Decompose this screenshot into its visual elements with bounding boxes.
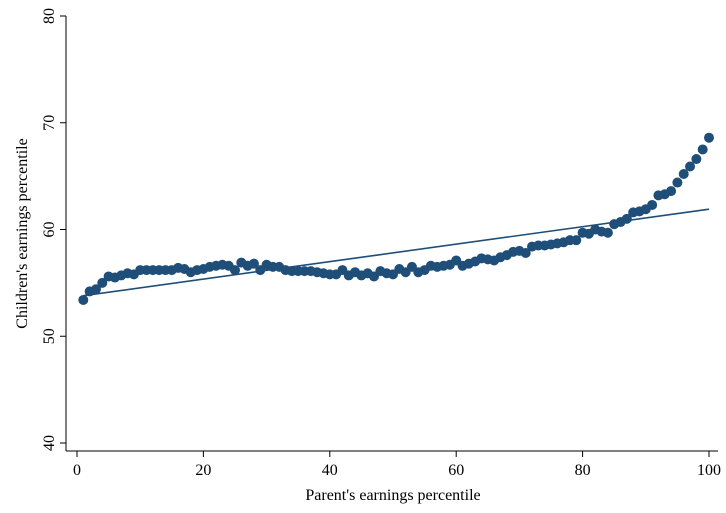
plot-frame [65,16,718,452]
data-point [248,258,259,269]
data-point [666,186,677,197]
x-axis-ticks: 0 20 40 60 80 100 [73,451,721,479]
y-tick-label: 70 [41,115,58,131]
data-point [621,213,632,224]
data-point [697,144,708,155]
data-point [90,284,101,295]
x-tick-label: 80 [575,462,591,479]
data-point [672,177,683,188]
y-axis-title: Children's earnings percentile [14,138,31,328]
x-axis-title: Parent's earnings percentile [305,487,480,504]
y-tick-label: 50 [41,328,58,344]
data-point [602,227,613,238]
fit-line-layer [83,208,710,297]
data-point [704,132,714,143]
points-layer [78,132,714,305]
y-tick-label: 60 [41,222,58,238]
data-point [520,247,531,258]
x-tick-label: 0 [73,462,81,479]
y-tick-label: 80 [41,8,58,24]
x-tick-label: 40 [322,462,338,479]
x-tick-label: 100 [697,462,721,479]
data-point [78,294,89,305]
data-point [678,168,689,179]
data-point [97,277,108,288]
y-axis-ticks: 40 50 60 70 80 [41,8,66,451]
fit-line [83,208,710,297]
data-point [685,161,696,172]
x-tick-label: 60 [448,462,464,479]
y-tick-label: 40 [41,435,58,451]
data-point [230,265,240,276]
data-point [571,235,582,246]
data-point [691,154,702,165]
x-tick-label: 20 [195,462,211,479]
data-point [647,199,658,210]
